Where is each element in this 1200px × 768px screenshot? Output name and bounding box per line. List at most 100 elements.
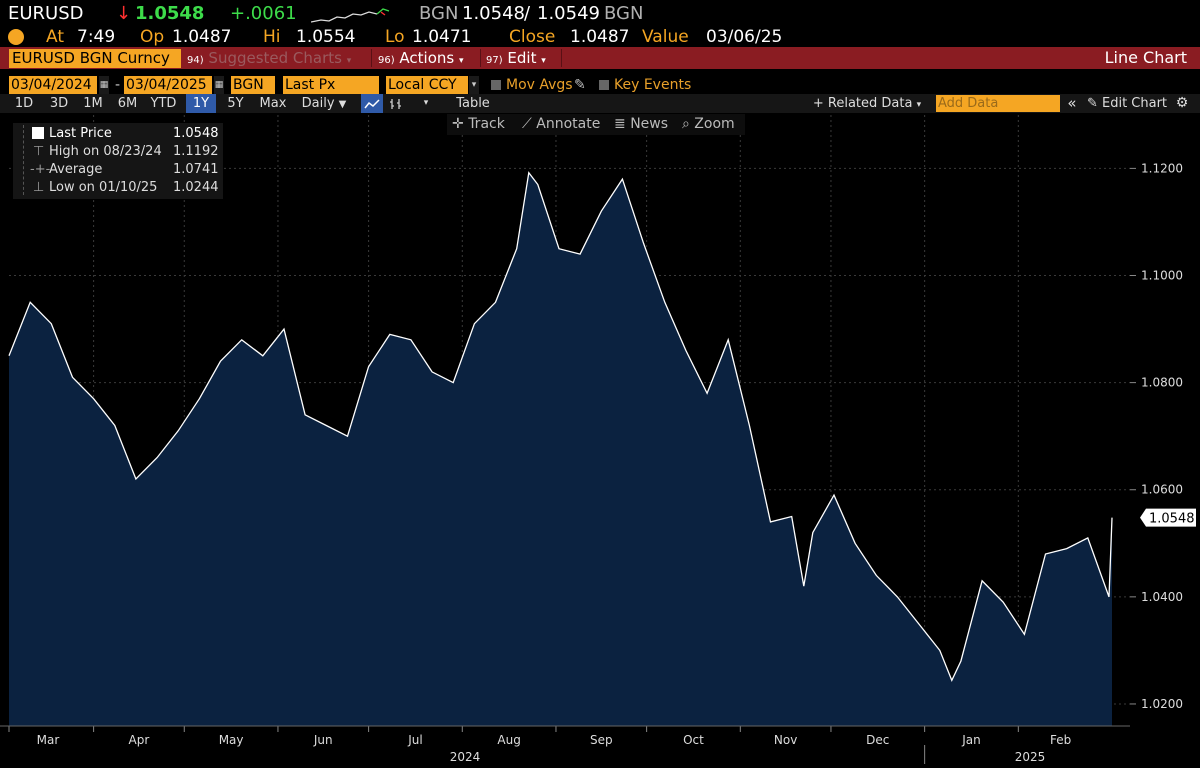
value-date: 03/06/25: [706, 27, 783, 47]
zoom-label: Zoom: [694, 116, 735, 132]
high-marker-icon: ⊤: [33, 144, 45, 159]
price-chart[interactable]: 1.0200 1.0400 1.0600 1.0800 1.1000 1.1200 Mar…: [0, 110, 1200, 768]
range-max-button[interactable]: Max: [259, 96, 287, 111]
security-field[interactable]: EURUSD BGN Curncy: [9, 49, 181, 68]
zoom-button[interactable]: ⌕ Zoom: [682, 114, 735, 135]
annotate-label: Annotate: [536, 116, 601, 132]
bid-ask-separator: /: [524, 3, 531, 24]
last-price-tag: 1.0548: [1140, 508, 1196, 527]
chevron-down-icon: ▾: [459, 56, 464, 66]
news-label: News: [630, 116, 669, 132]
edit-hotkey: 97): [486, 55, 503, 66]
frequency-label: Daily: [301, 96, 335, 111]
y-tick-label: 1.0600: [1141, 483, 1183, 497]
price-field-select[interactable]: Last Px: [283, 76, 379, 94]
quote-row: At 7:49 Op 1.0487 Hi 1.0554 Lo 1.0471 Cl…: [0, 26, 1200, 48]
date-range-dash: -: [115, 77, 121, 93]
range-1y-button[interactable]: 1Y: [186, 94, 216, 113]
value-date-label: Value: [642, 27, 689, 47]
legend-last-value: 1.0548: [173, 126, 219, 141]
at-label: At: [46, 27, 64, 47]
low-marker-icon: ⊥: [33, 180, 45, 195]
end-date-field[interactable]: 03/04/2025: [124, 76, 212, 94]
edit-chart-button[interactable]: ✎ Edit Chart: [1086, 94, 1168, 113]
actions-label: Actions: [399, 49, 455, 67]
x-month-label: Dec: [866, 733, 889, 747]
edit-chart-label: Edit Chart: [1102, 96, 1168, 111]
bid-source: BGN: [419, 3, 459, 24]
mov-avgs-label: Mov Avgs: [506, 77, 573, 93]
start-date-field[interactable]: 03/04/2024: [9, 76, 97, 94]
range-1m-button[interactable]: 1M: [83, 96, 103, 111]
chevron-down-icon[interactable]: ▾: [469, 76, 479, 94]
low-label: Lo: [385, 27, 405, 47]
line-chart-icon[interactable]: [361, 94, 383, 113]
menu-bar: [0, 47, 1200, 69]
menu-divider: [371, 49, 372, 67]
mov-avgs-checkbox[interactable]: [491, 80, 501, 90]
key-events-label: Key Events: [614, 77, 692, 93]
edit-label: Edit: [507, 49, 537, 67]
table-button[interactable]: Table: [456, 96, 490, 111]
ticker-symbol[interactable]: EURUSD: [8, 3, 84, 24]
related-data-button[interactable]: + Related Data ▾: [811, 94, 923, 113]
key-events-checkbox[interactable]: [599, 80, 609, 90]
add-data-input[interactable]: Add Data: [936, 95, 1060, 112]
news-icon: ≣: [614, 116, 626, 132]
range-3d-button[interactable]: 3D: [49, 96, 69, 111]
news-button[interactable]: ≣ News: [614, 114, 668, 135]
ask-price: 1.0549: [537, 3, 600, 24]
pricing-source-field[interactable]: BGN: [231, 76, 275, 94]
range-1d-button[interactable]: 1D: [14, 96, 34, 111]
gear-icon[interactable]: ⚙: [1175, 95, 1189, 111]
price-area: [9, 172, 1112, 726]
legend-guide: [23, 125, 25, 195]
price-line: [8, 171, 1113, 683]
chevron-down-icon[interactable]: ▾: [423, 98, 429, 108]
open-value: 1.0487: [172, 27, 232, 47]
collapse-icon[interactable]: «: [1067, 94, 1077, 112]
range-5y-button[interactable]: 5Y: [227, 96, 244, 111]
x-month-label: Apr: [129, 733, 150, 747]
actions-button[interactable]: 96) Actions ▾: [378, 47, 464, 69]
x-month-label: Feb: [1050, 733, 1071, 747]
track-button[interactable]: ✛ Track: [452, 114, 505, 135]
range-ytd-button[interactable]: YTD: [150, 96, 177, 111]
average-marker-icon: -+-: [30, 162, 51, 177]
calendar-icon[interactable]: ▦: [214, 76, 224, 94]
pencil-icon[interactable]: ✎: [574, 77, 586, 93]
magnifier-icon: ⌕: [682, 116, 690, 132]
y-tick-label: 1.1200: [1141, 161, 1183, 175]
net-change: +.0061: [230, 3, 297, 24]
bar-chart-icon[interactable]: [386, 94, 406, 113]
last-price: 1.0548: [135, 3, 205, 24]
suggested-charts-button[interactable]: 94) Suggested Charts ▾: [187, 47, 351, 69]
currency-select[interactable]: Local CCY: [386, 76, 468, 94]
chart-type-label: Line Chart: [1104, 48, 1187, 67]
frequency-select[interactable]: Daily ▼: [296, 94, 352, 113]
ask-source: BGN: [604, 3, 644, 24]
legend-high-value: 1.1192: [173, 144, 219, 159]
chevron-down-icon: ▾: [346, 56, 352, 66]
calendar-icon[interactable]: ▦: [99, 76, 109, 94]
series-swatch[interactable]: [32, 127, 44, 139]
edit-button[interactable]: 97) Edit ▾: [486, 47, 546, 69]
close-value: 1.0487: [570, 27, 630, 47]
annotate-button[interactable]: ⟋ Annotate: [522, 114, 600, 135]
chevron-down-icon: ▼: [338, 99, 347, 110]
x-month-label: Mar: [37, 733, 60, 747]
x-month-label: Oct: [683, 733, 704, 747]
chevron-down-icon: ▾: [916, 100, 922, 110]
clock-icon: [8, 29, 24, 45]
bid-price: 1.0548: [462, 3, 525, 24]
legend-low-label: Low on 01/10/25: [49, 180, 158, 195]
menu-divider: [480, 49, 481, 67]
high-value: 1.0554: [296, 27, 356, 47]
ticker-row: EURUSD ↓ 1.0548 +.0061 BGN 1.0548 / 1.05…: [0, 0, 1200, 27]
chart-legend: Last Price 1.0548 ⊤ High on 08/23/24 1.1…: [13, 123, 223, 199]
range-6m-button[interactable]: 6M: [117, 96, 138, 111]
y-tick-label: 1.0400: [1141, 590, 1183, 604]
x-month-label: Jul: [407, 733, 422, 747]
y-tick-label: 1.1000: [1141, 269, 1183, 283]
close-label: Close: [509, 27, 556, 47]
